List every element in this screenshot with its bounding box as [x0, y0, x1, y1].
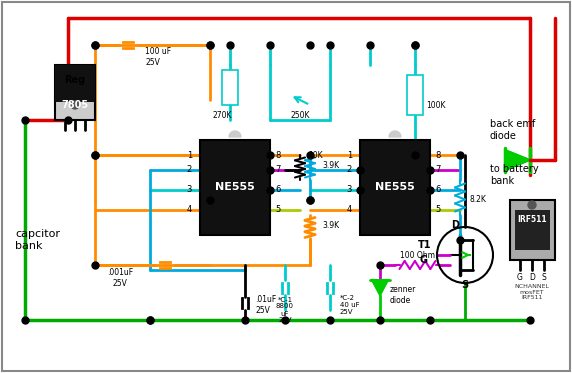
Text: capcitor
bank: capcitor bank: [15, 229, 60, 251]
Text: 7805: 7805: [61, 100, 89, 110]
FancyBboxPatch shape: [510, 200, 555, 260]
Text: G: G: [517, 273, 523, 282]
Text: D: D: [451, 220, 459, 230]
Text: 270K: 270K: [213, 110, 232, 119]
Text: 6: 6: [435, 185, 440, 194]
Text: zenner
diode: zenner diode: [390, 285, 416, 305]
Text: S: S: [542, 273, 546, 282]
Text: G: G: [419, 255, 427, 265]
Text: NCHANNEL
mosFET
IRF511: NCHANNEL mosFET IRF511: [514, 284, 550, 300]
Text: Reg: Reg: [65, 75, 86, 85]
Text: 100K: 100K: [426, 100, 446, 110]
Text: 250K: 250K: [290, 110, 310, 119]
Text: 8: 8: [275, 150, 280, 160]
Text: IRF511: IRF511: [517, 216, 547, 225]
FancyBboxPatch shape: [360, 140, 430, 235]
Text: back emf
diode: back emf diode: [490, 119, 535, 141]
Text: 4: 4: [186, 206, 192, 214]
Text: 5: 5: [275, 206, 280, 214]
Text: 3.9K: 3.9K: [322, 160, 339, 169]
Text: *C-2
40 uF
25V: *C-2 40 uF 25V: [340, 295, 360, 315]
Text: .001uF
25V: .001uF 25V: [107, 268, 133, 288]
Text: 8: 8: [435, 150, 440, 160]
Polygon shape: [505, 150, 530, 170]
Text: 5: 5: [435, 206, 440, 214]
Text: NE555: NE555: [375, 182, 415, 192]
Wedge shape: [389, 131, 401, 137]
Text: 2: 2: [186, 166, 192, 175]
Text: 6: 6: [275, 185, 280, 194]
Text: 3: 3: [186, 185, 192, 194]
FancyBboxPatch shape: [200, 140, 270, 235]
Text: NE555: NE555: [215, 182, 255, 192]
Text: 2: 2: [347, 166, 352, 175]
Circle shape: [71, 101, 79, 109]
Text: 100 uF
25V: 100 uF 25V: [145, 47, 171, 67]
Text: 3: 3: [347, 185, 352, 194]
Text: 10K: 10K: [308, 150, 323, 160]
Text: 3.9K: 3.9K: [322, 220, 339, 229]
Text: 1: 1: [347, 150, 352, 160]
Text: S: S: [462, 280, 468, 290]
Circle shape: [528, 201, 536, 209]
Text: 8.2K: 8.2K: [470, 195, 487, 204]
Text: T1: T1: [418, 240, 432, 250]
Text: 7: 7: [435, 166, 440, 175]
Text: *C-1
8800
uF
25V: *C-1 8800 uF 25V: [276, 297, 294, 323]
FancyBboxPatch shape: [515, 210, 550, 250]
Text: 1: 1: [186, 150, 192, 160]
FancyBboxPatch shape: [222, 70, 238, 105]
Text: D: D: [529, 273, 535, 282]
FancyBboxPatch shape: [407, 75, 423, 115]
Wedge shape: [229, 131, 241, 137]
FancyBboxPatch shape: [55, 65, 95, 120]
Text: 7: 7: [275, 166, 280, 175]
FancyBboxPatch shape: [55, 65, 95, 102]
Text: 4: 4: [347, 206, 352, 214]
Text: 100 Ohm: 100 Ohm: [399, 251, 435, 260]
Text: .01uF
25V: .01uF 25V: [255, 295, 276, 315]
Polygon shape: [372, 280, 388, 295]
Text: to battery
bank: to battery bank: [490, 164, 539, 186]
